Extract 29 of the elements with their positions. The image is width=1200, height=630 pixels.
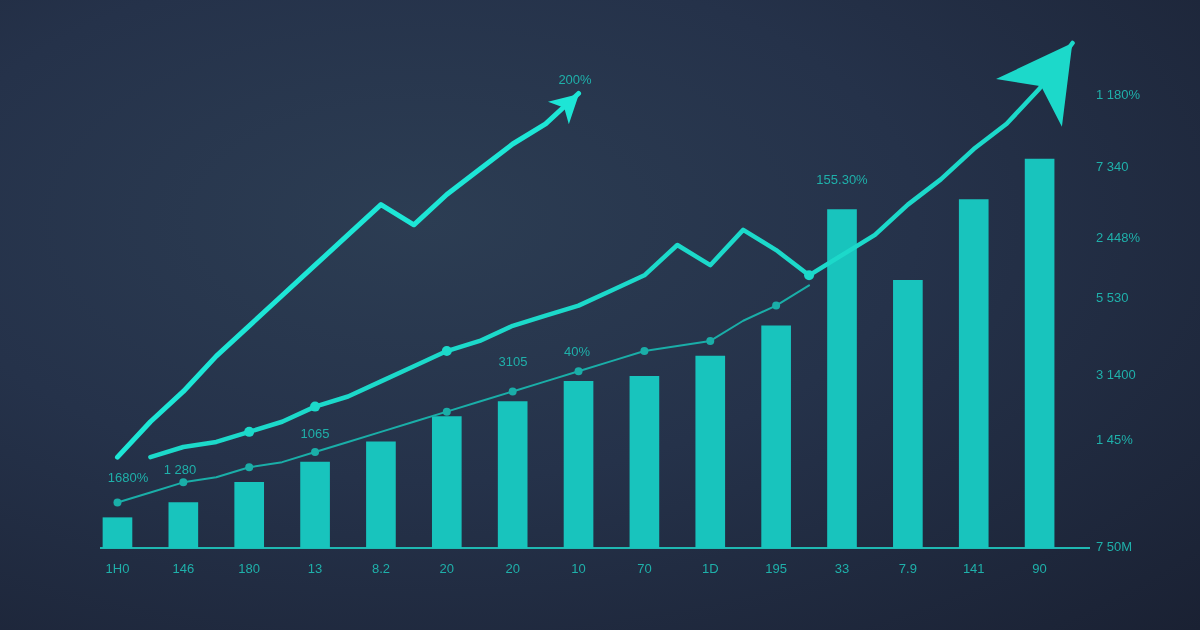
- x-tick-label: 8.2: [371, 561, 390, 577]
- text: 2 448%: [1096, 229, 1141, 245]
- annotation: 3105: [498, 353, 528, 369]
- x-tick-label: 1D: [701, 561, 719, 577]
- x-tick-label: 70: [637, 561, 652, 577]
- x-tick-label: 141: [962, 561, 985, 577]
- text: 5 530: [1096, 289, 1129, 305]
- annotation: 1680%: [107, 469, 149, 485]
- x-tick-label: 146: [172, 561, 195, 577]
- x-tick-label: 20: [439, 561, 455, 577]
- x-tick-label: 13: [307, 561, 323, 577]
- text: 7 50M: [1096, 538, 1133, 554]
- annotation: 155.30%: [816, 171, 869, 187]
- x-tick-label: 180: [238, 561, 261, 577]
- x-tick-label: 1H0: [105, 561, 130, 577]
- annotation: 200%: [558, 71, 593, 87]
- text: 1 180%: [1096, 86, 1141, 102]
- text: 1 45%: [1096, 431, 1134, 447]
- text: 3 1400: [1096, 366, 1136, 382]
- text: 7 340: [1096, 158, 1129, 174]
- x-tick-label: 7.9: [898, 561, 917, 577]
- x-tick-label: 90: [1032, 561, 1047, 577]
- x-tick-label: 20: [505, 561, 520, 577]
- x-tick-label: 10: [571, 561, 586, 577]
- x-tick-label: 195: [765, 561, 787, 577]
- annotation: 1 280: [163, 461, 197, 477]
- annotation: 1065: [300, 425, 330, 441]
- x-tick-label: 33: [834, 561, 850, 577]
- annotation: 40%: [563, 343, 591, 359]
